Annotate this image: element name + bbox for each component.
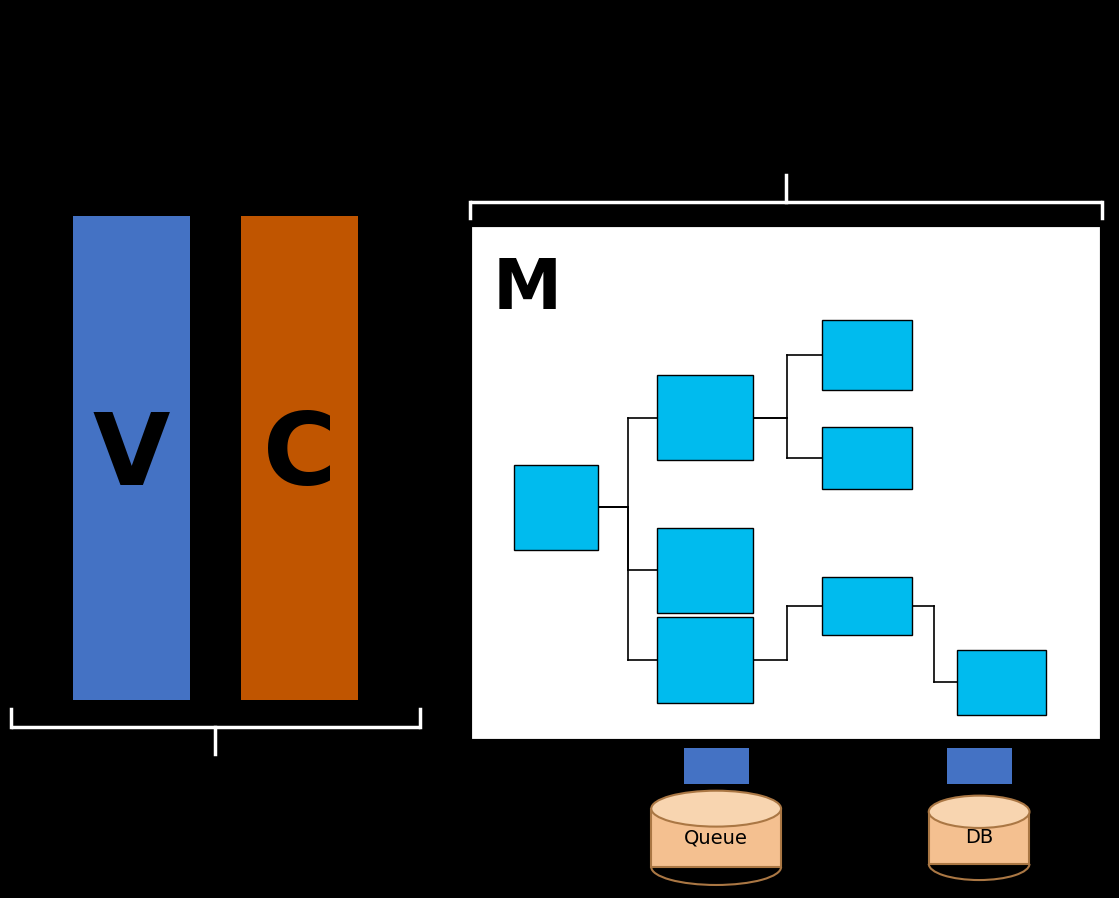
Ellipse shape: [929, 796, 1029, 828]
Bar: [684, 748, 749, 784]
Bar: [822, 427, 912, 489]
Bar: [658, 375, 752, 460]
Text: M: M: [492, 256, 562, 323]
Bar: [658, 528, 752, 612]
Bar: [658, 618, 752, 702]
Bar: [470, 224, 1102, 741]
Bar: [651, 808, 781, 867]
Bar: [822, 577, 912, 636]
Bar: [73, 216, 190, 700]
Bar: [947, 748, 1012, 784]
Text: DB: DB: [965, 828, 994, 848]
Bar: [822, 320, 912, 390]
Bar: [957, 650, 1046, 715]
Bar: [515, 464, 598, 550]
Text: C: C: [263, 409, 336, 506]
Bar: [929, 812, 1029, 864]
Text: V: V: [93, 409, 170, 506]
Ellipse shape: [651, 790, 781, 826]
Text: Queue: Queue: [684, 828, 749, 848]
Bar: [241, 216, 358, 700]
